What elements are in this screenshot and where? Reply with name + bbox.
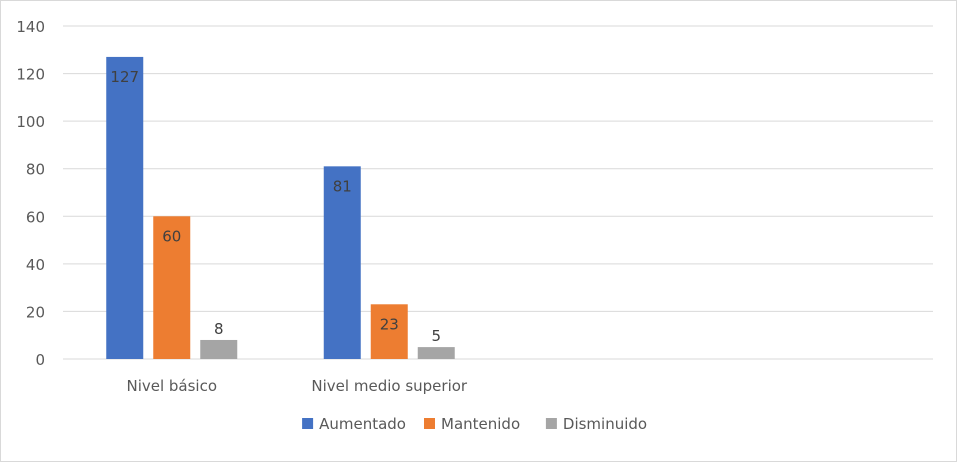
y-axis-tick-labels: 0 20 40 60 80 100 120 140	[16, 18, 45, 369]
data-label: 81	[333, 177, 352, 195]
y-tick-label: 20	[26, 303, 45, 321]
y-tick-label: 140	[16, 18, 45, 36]
legend-item-disminuido: Disminuido	[545, 415, 647, 433]
data-label: 5	[431, 327, 441, 345]
data-label: 127	[110, 68, 139, 86]
bars	[106, 56, 455, 360]
data-label: 23	[380, 315, 399, 333]
y-tick-label: 0	[35, 351, 45, 369]
x-axis-category-labels: Nivel básico Nivel medio superior	[126, 377, 467, 395]
data-label: 8	[214, 320, 224, 338]
gridlines	[63, 25, 933, 360]
bar-aumentado-1	[323, 166, 361, 359]
legend-swatch	[424, 418, 435, 429]
data-label: 60	[162, 227, 181, 245]
y-tick-label: 100	[16, 113, 45, 131]
legend-swatch	[302, 418, 314, 429]
y-tick-label: 40	[26, 256, 45, 274]
x-category-label: Nivel básico	[126, 377, 217, 395]
legend-item-aumentado: Aumentado	[302, 415, 406, 433]
y-tick-label: 80	[26, 161, 45, 179]
bar-aumentado-0	[106, 56, 144, 360]
data-labels: 127 60 8 81 23 5	[110, 68, 441, 345]
legend: Aumentado Mantenido Disminuido	[302, 415, 647, 433]
legend-label: Disminuido	[563, 415, 647, 433]
bar-mantenido-0	[153, 216, 191, 359]
legend-swatch	[545, 418, 557, 429]
y-tick-label: 60	[26, 208, 45, 226]
bar-disminuido-0	[200, 339, 238, 359]
legend-label: Mantenido	[441, 415, 520, 433]
bar-disminuido-1	[417, 347, 455, 359]
y-tick-label: 120	[16, 66, 45, 84]
x-category-label: Nivel medio superior	[311, 377, 467, 395]
legend-label: Aumentado	[319, 415, 406, 433]
bar-mantenido-1	[370, 304, 408, 359]
legend-item-mantenido: Mantenido	[424, 415, 520, 433]
